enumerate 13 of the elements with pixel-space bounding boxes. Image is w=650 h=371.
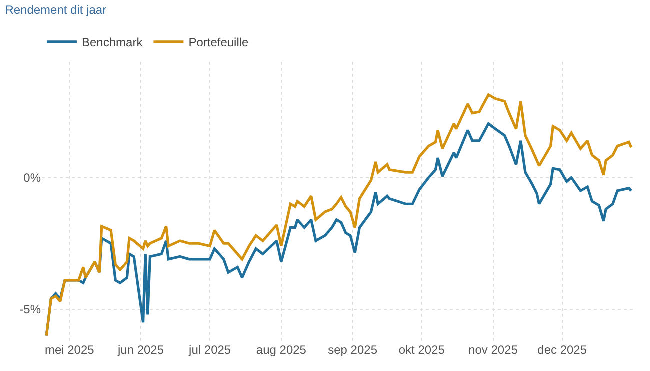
x-tick-label: sep 2025 [328, 343, 378, 357]
x-tick-label: mei 2025 [44, 343, 95, 357]
legend-label: Benchmark [82, 36, 144, 50]
x-tick-label: jul 2025 [188, 343, 232, 357]
y-tick-label: -5% [20, 302, 42, 317]
chart-title: Rendement dit jaar [5, 2, 107, 17]
legend-label: Portefeuille [188, 36, 250, 50]
x-tick-label: jun 2025 [116, 343, 164, 357]
x-tick-label: aug 2025 [256, 343, 307, 357]
x-tick-label: dec 2025 [538, 343, 588, 357]
x-tick-label: nov 2025 [468, 343, 518, 357]
y-tick-label: 0% [24, 171, 42, 186]
x-tick-label: okt 2025 [398, 343, 446, 357]
